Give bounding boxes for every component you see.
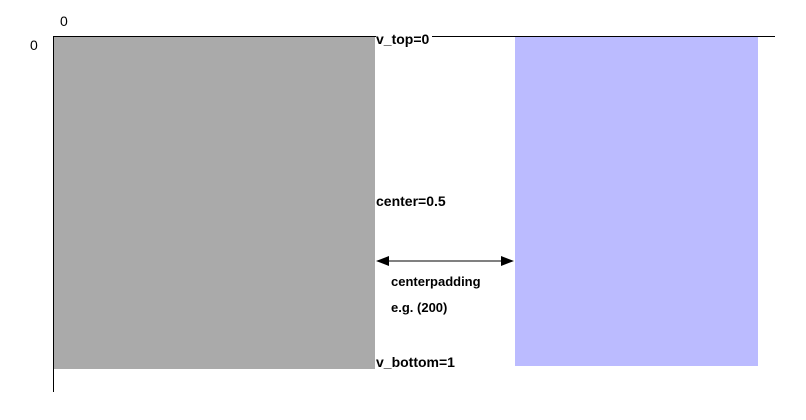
centerpadding-label: centerpadding [391, 274, 481, 289]
right-viewport-panel [515, 37, 758, 366]
x-origin-label: 0 [60, 13, 68, 29]
y-origin-label: 0 [30, 37, 38, 53]
double-headed-arrow-icon [376, 256, 514, 266]
v-top-label: v_top=0 [376, 31, 430, 47]
center-label: center=0.5 [376, 193, 446, 209]
v-bottom-label: v_bottom=1 [376, 354, 455, 370]
centerpadding-example-label: e.g. (200) [391, 300, 447, 315]
left-viewport-panel [54, 37, 375, 369]
